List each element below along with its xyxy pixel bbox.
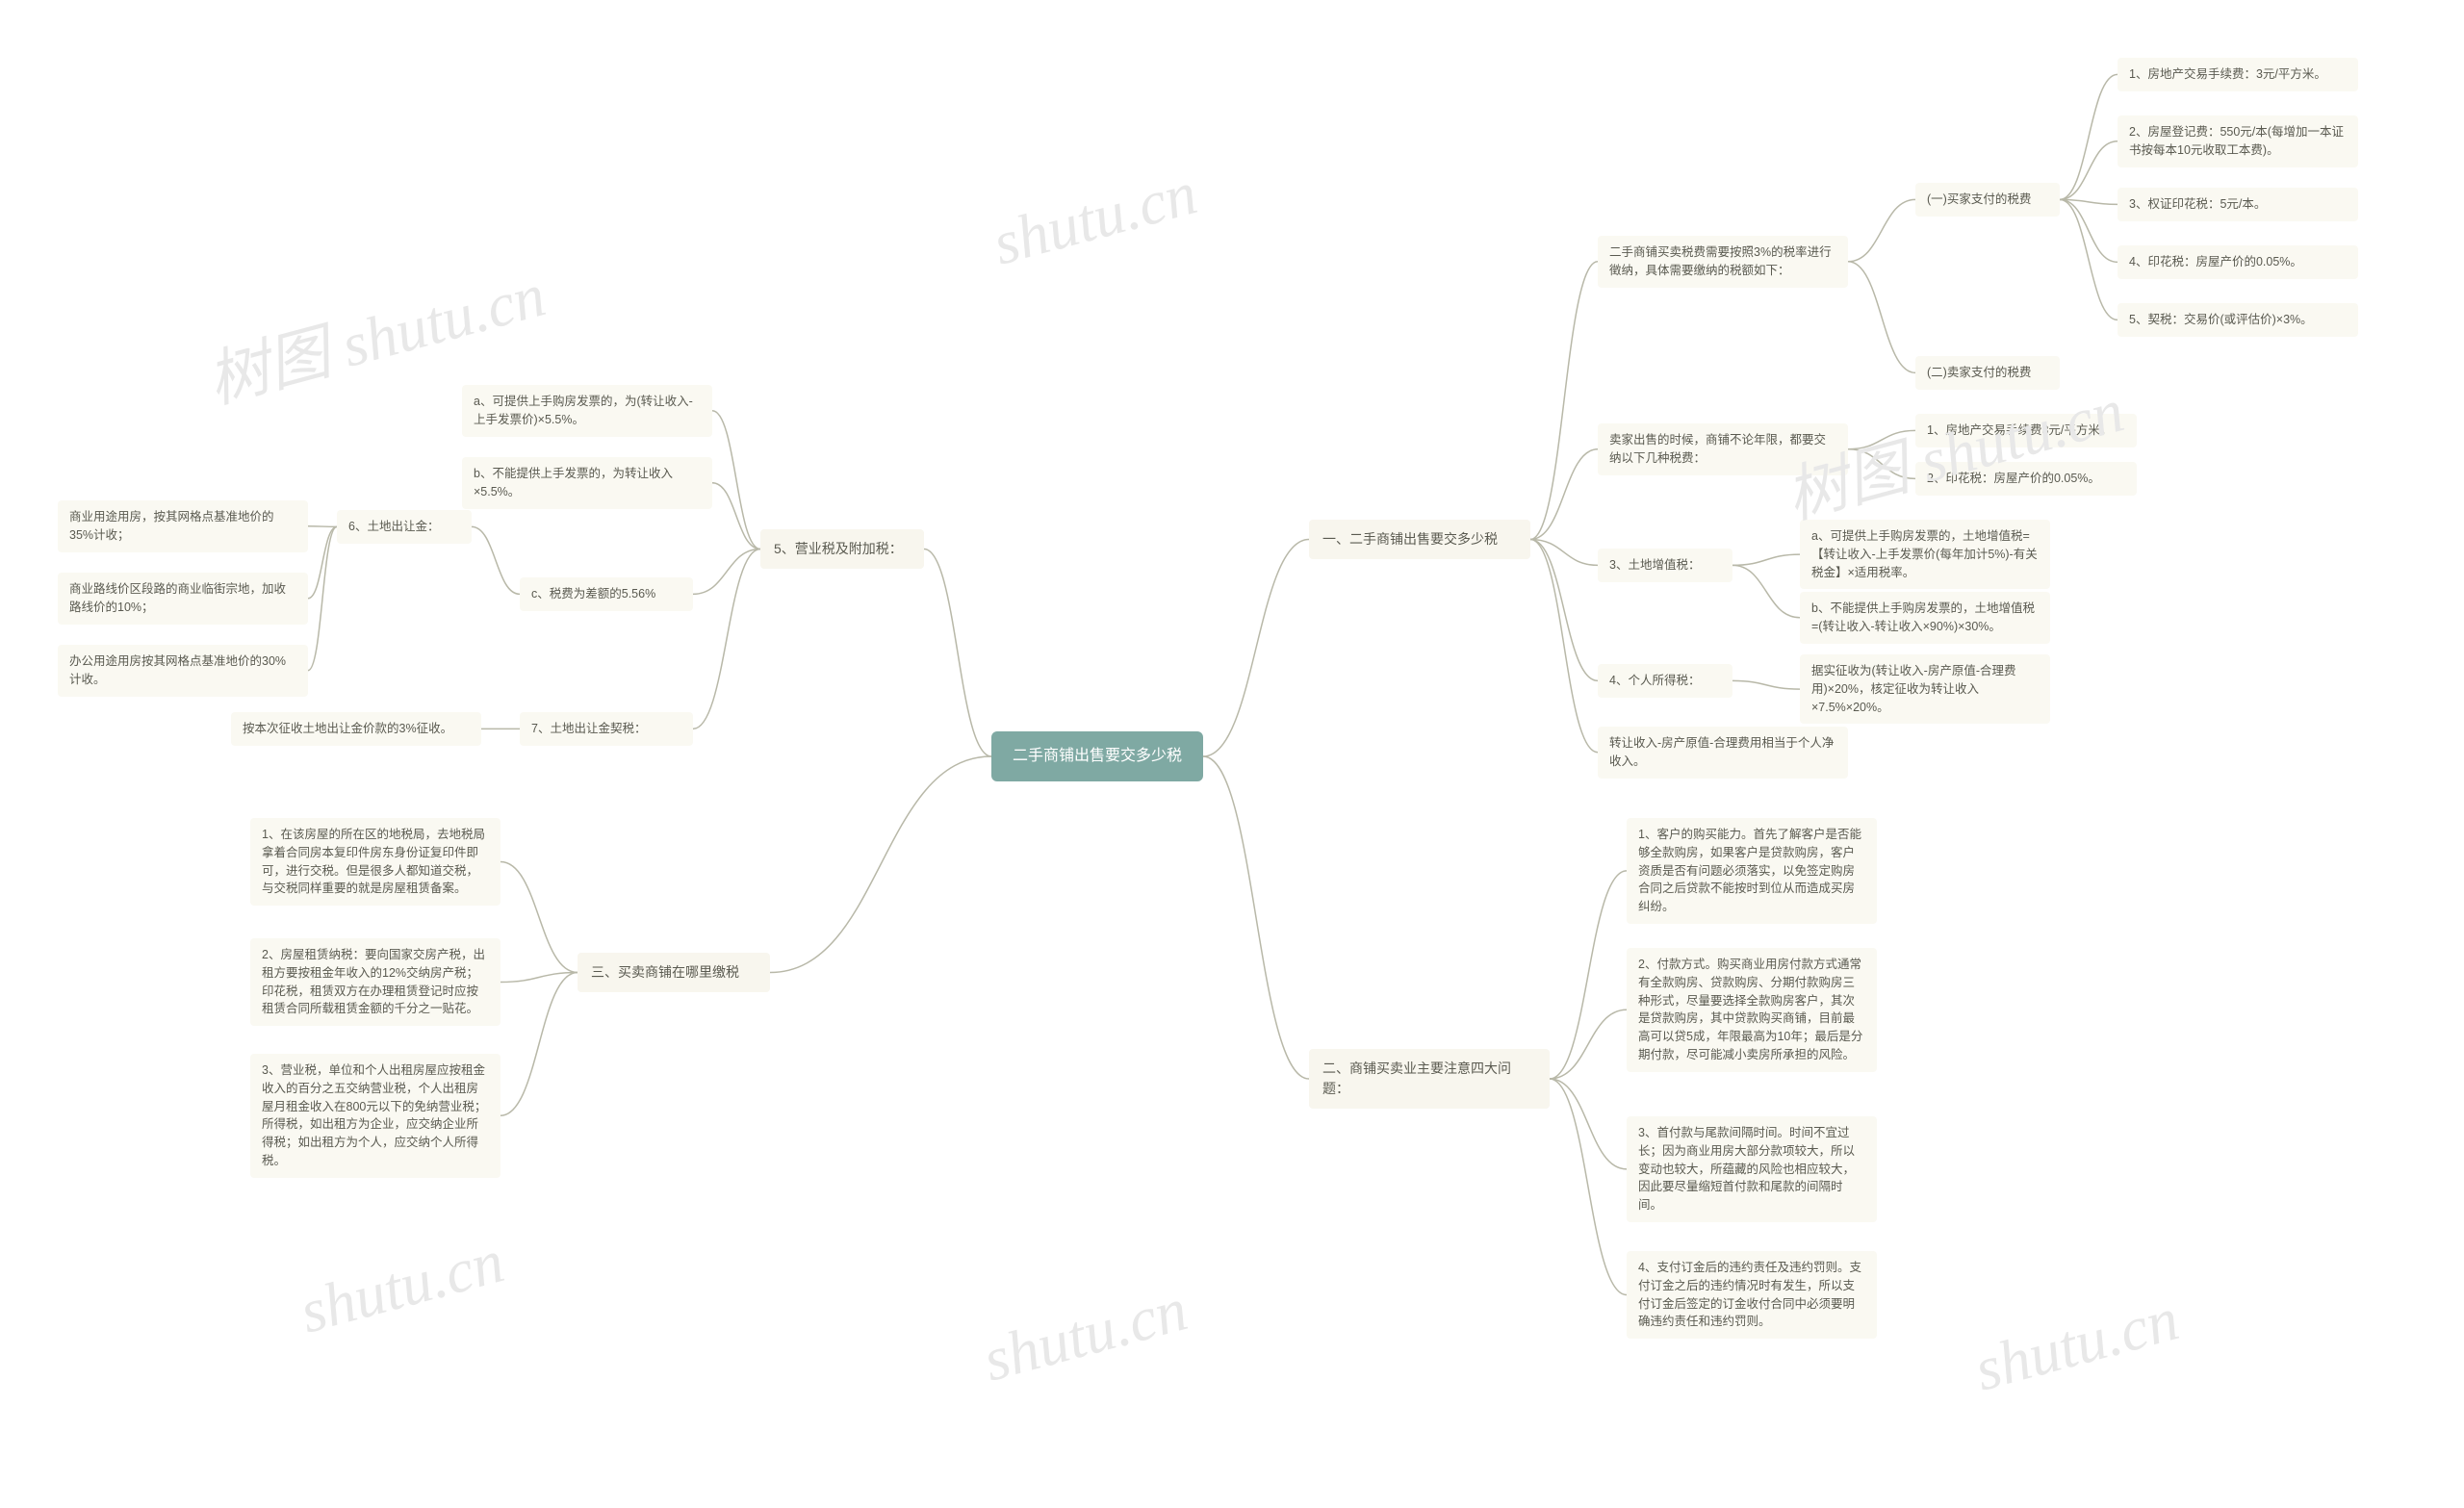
node-r1a1c-label: 3、权证印花税：5元/本。 [2129, 197, 2266, 211]
branch-l2-label: 三、买卖商铺在哪里缴税 [591, 964, 739, 980]
branch-r1: 一、二手商铺出售要交多少税 [1309, 520, 1530, 559]
node-r1d1-label: 据实征收为(转让收入-房产原值-合理费用)×20%，核定征收为转让收入×7.5%… [1811, 664, 2016, 714]
node-l1c1c: 办公用途用房按其网格点基准地价的30%计收。 [58, 645, 308, 697]
node-l1c1: 6、土地出让金： [337, 510, 472, 544]
node-r1c: 3、土地增值税： [1598, 549, 1732, 582]
node-r1a2-label: (二)卖家支付的税费 [1927, 366, 2031, 379]
node-l1d-label: 7、土地出让金契税： [531, 722, 646, 735]
node-r2b: 2、付款方式。购买商业用房付款方式通常有全款购房、贷款购房、分期付款购房三种形式… [1627, 948, 1877, 1072]
node-l2c: 3、营业税，单位和个人出租房屋应按租金收入的百分之五交纳营业税，个人出租房屋月租… [250, 1054, 500, 1178]
node-r1a: 二手商铺买卖税费需要按照3%的税率进行徵纳，具体需要缴纳的税额如下： [1598, 236, 1848, 288]
node-r1a1a: 1、房地产交易手续费：3元/平方米。 [2118, 58, 2358, 91]
branch-r2-label: 二、商铺买卖业主要注意四大问题： [1322, 1061, 1511, 1096]
node-r2d: 4、支付订金后的违约责任及违约罚则。支付订金之后的违约情况时有发生，所以支付订金… [1627, 1251, 1877, 1339]
node-r1c-label: 3、土地增值税： [1609, 558, 1700, 572]
node-r1b2-label: 2、印花税：房屋产价的0.05%。 [1927, 472, 2100, 485]
watermark: shutu.cn [976, 1273, 1194, 1395]
node-r1d: 4、个人所得税： [1598, 664, 1732, 698]
branch-l2: 三、买卖商铺在哪里缴税 [578, 953, 770, 992]
mindmap-root: 二手商铺出售要交多少税 [991, 731, 1203, 781]
node-l1c1a: 商业用途用房，按其网格点基准地价的35%计收； [58, 500, 308, 552]
branch-l1: 5、营业税及附加税： [760, 529, 924, 569]
node-r2a: 1、客户的购买能力。首先了解客户是否能够全款购房，如果客户是贷款购房，客户资质是… [1627, 818, 1877, 924]
node-r1b1-label: 1、房地产交易手续费3元/平方米。 [1927, 423, 2112, 437]
node-r1a1e: 5、契税：交易价(或评估价)×3%。 [2118, 303, 2358, 337]
node-l1c-label: c、税费为差额的5.56% [531, 587, 655, 601]
node-l1b-label: b、不能提供上手发票的，为转让收入×5.5%。 [474, 467, 673, 498]
node-r2c-label: 3、首付款与尾款间隔时间。时间不宜过长；因为商业用房大部分款项较大，所以变动也较… [1638, 1126, 1855, 1212]
branch-l1-label: 5、营业税及附加税： [774, 541, 903, 556]
node-r2c: 3、首付款与尾款间隔时间。时间不宜过长；因为商业用房大部分款项较大，所以变动也较… [1627, 1116, 1877, 1222]
node-r1c2: b、不能提供上手购房发票的，土地增值税=(转让收入-转让收入×90%)×30%。 [1800, 592, 2050, 644]
node-l2c-label: 3、营业税，单位和个人出租房屋应按租金收入的百分之五交纳营业税，个人出租房屋月租… [262, 1063, 486, 1167]
node-r2b-label: 2、付款方式。购买商业用房付款方式通常有全款购房、贷款购房、分期付款购房三种形式… [1638, 958, 1862, 1061]
node-r1a-label: 二手商铺买卖税费需要按照3%的税率进行徵纳，具体需要缴纳的税额如下： [1609, 245, 1832, 277]
node-r1a2: (二)卖家支付的税费 [1915, 356, 2060, 390]
node-r1d1: 据实征收为(转让收入-房产原值-合理费用)×20%，核定征收为转让收入×7.5%… [1800, 654, 2050, 724]
node-r1d-label: 4、个人所得税： [1609, 674, 1700, 687]
node-r1b2: 2、印花税：房屋产价的0.05%。 [1915, 462, 2137, 496]
node-l1c1b: 商业路线价区段路的商业临街宗地，加收路线价的10%； [58, 573, 308, 625]
node-r1a1e-label: 5、契税：交易价(或评估价)×3%。 [2129, 313, 2313, 326]
node-r1a1c: 3、权证印花税：5元/本。 [2118, 188, 2358, 221]
node-r1a1-label: (一)买家支付的税费 [1927, 192, 2031, 206]
node-r1e-label: 转让收入-房产原值-合理费用相当于个人净收入。 [1609, 736, 1834, 768]
node-r1a1b: 2、房屋登记费：550元/本(每增加一本证书按每本10元收取工本费)。 [2118, 115, 2358, 167]
root-label: 二手商铺出售要交多少税 [1013, 748, 1182, 764]
node-l1c1b-label: 商业路线价区段路的商业临街宗地，加收路线价的10%； [69, 582, 286, 614]
node-r1b: 卖家出售的时候，商铺不论年限，都要交纳以下几种税费： [1598, 423, 1848, 475]
node-l2b: 2、房屋租赁纳税：要向国家交房产税，出租方要按租金年收入的12%交纳房产税；印花… [250, 938, 500, 1026]
node-l1a-label: a、可提供上手购房发票的，为(转让收入-上手发票价)×5.5%。 [474, 395, 693, 426]
node-r1a1d: 4、印花税：房屋产价的0.05%。 [2118, 245, 2358, 279]
node-r1c1-label: a、可提供上手购房发票的，土地增值税=【转让收入-上手发票价(每年加计5%)-有… [1811, 529, 2038, 579]
node-r1a1a-label: 1、房地产交易手续费：3元/平方米。 [2129, 67, 2326, 81]
node-r1e: 转让收入-房产原值-合理费用相当于个人净收入。 [1598, 727, 1848, 779]
connector-layer [0, 0, 2464, 1508]
node-l2b-label: 2、房屋租赁纳税：要向国家交房产税，出租方要按租金年收入的12%交纳房产税；印花… [262, 948, 485, 1015]
watermark: shutu.cn [986, 157, 1204, 279]
node-l1c1a-label: 商业用途用房，按其网格点基准地价的35%计收； [69, 510, 274, 542]
node-l2a-label: 1、在该房屋的所在区的地税局，去地税局拿着合同房本复印件房东身份证复印件即可，进… [262, 828, 485, 895]
node-l1d: 7、土地出让金契税： [520, 712, 693, 746]
node-r1b1: 1、房地产交易手续费3元/平方米。 [1915, 414, 2137, 447]
watermark: shutu.cn [1967, 1283, 2186, 1405]
node-l1c1-label: 6、土地出让金： [348, 520, 439, 533]
node-r2d-label: 4、支付订金后的违约责任及违约罚则。支付订金之后的违约情况时有发生，所以支付订金… [1638, 1261, 1861, 1328]
node-l1a: a、可提供上手购房发票的，为(转让收入-上手发票价)×5.5%。 [462, 385, 712, 437]
node-r1a1d-label: 4、印花税：房屋产价的0.05%。 [2129, 255, 2302, 268]
node-r1a1: (一)买家支付的税费 [1915, 183, 2060, 217]
branch-r1-label: 一、二手商铺出售要交多少税 [1322, 531, 1498, 547]
node-r1a1b-label: 2、房屋登记费：550元/本(每增加一本证书按每本10元收取工本费)。 [2129, 125, 2344, 157]
node-r1b-label: 卖家出售的时候，商铺不论年限，都要交纳以下几种税费： [1609, 433, 1826, 465]
node-l1b: b、不能提供上手发票的，为转让收入×5.5%。 [462, 457, 712, 509]
node-l1c1c-label: 办公用途用房按其网格点基准地价的30%计收。 [69, 654, 286, 686]
node-l1d1-label: 按本次征收土地出让金价款的3%征收。 [243, 722, 452, 735]
node-l1c: c、税费为差额的5.56% [520, 577, 693, 611]
node-l1d1: 按本次征收土地出让金价款的3%征收。 [231, 712, 481, 746]
watermark: shutu.cn [293, 1225, 511, 1347]
node-r1c2-label: b、不能提供上手购房发票的，土地增值税=(转让收入-转让收入×90%)×30%。 [1811, 601, 2035, 633]
node-l2a: 1、在该房屋的所在区的地税局，去地税局拿着合同房本复印件房东身份证复印件即可，进… [250, 818, 500, 906]
node-r1c1: a、可提供上手购房发票的，土地增值税=【转让收入-上手发票价(每年加计5%)-有… [1800, 520, 2050, 589]
node-r2a-label: 1、客户的购买能力。首先了解客户是否能够全款购房，如果客户是贷款购房，客户资质是… [1638, 828, 1861, 913]
branch-r2: 二、商铺买卖业主要注意四大问题： [1309, 1049, 1550, 1109]
